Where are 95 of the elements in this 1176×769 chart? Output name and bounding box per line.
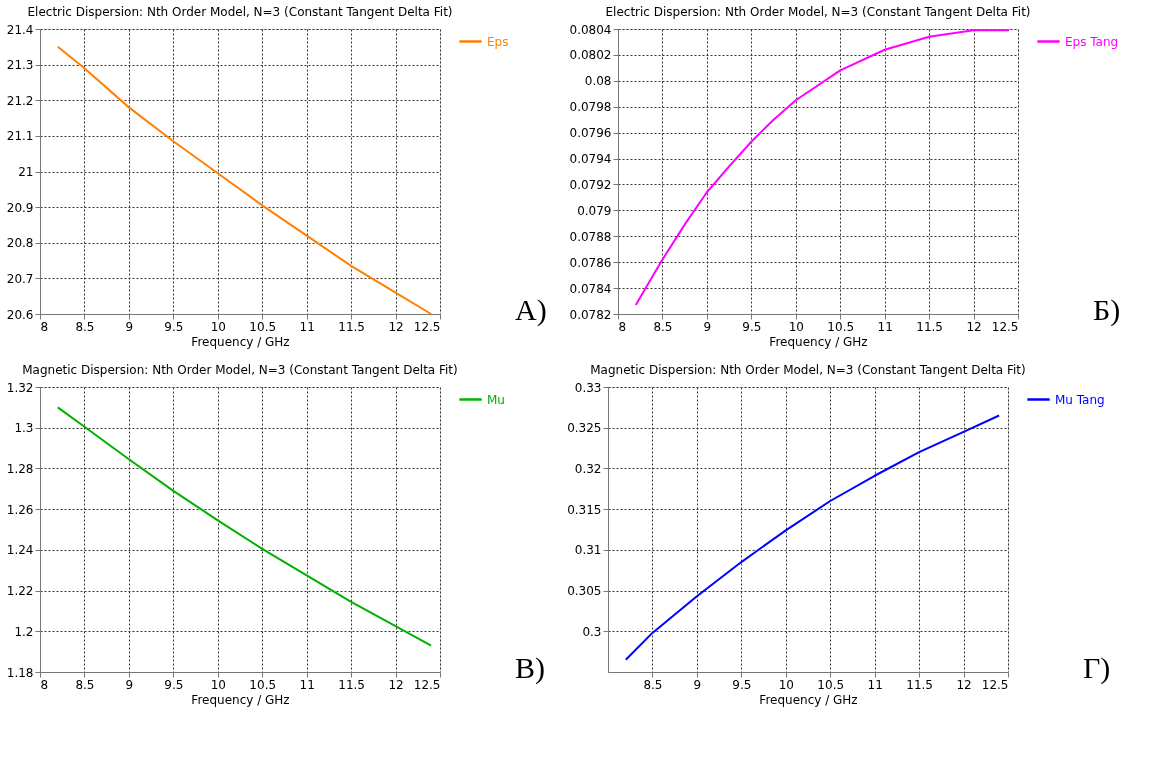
y-tick-label: 0.325 [567,421,602,436]
x-tick-label: 11.5 [916,319,943,334]
y-tick-label: 0.305 [567,584,602,599]
x-tick-label: 12 [956,677,972,692]
x-tick-label: 10 [210,319,226,334]
x-tick-label: 12 [388,677,404,692]
x-tick-label: 11.5 [338,319,365,334]
y-tick-label: 0.0782 [569,307,612,322]
x-tick-label: 11 [867,677,883,692]
y-tick-label: 0.08 [584,74,612,89]
x-axis-title: Frequency / GHz [759,692,858,707]
x-tick-label: 11.5 [338,677,365,692]
legend-label: Eps [487,34,509,49]
x-tick-label: 11 [299,319,315,334]
x-tick-label: 11.5 [906,677,933,692]
x-tick-label: 8.5 [75,319,95,334]
y-tick-label: 1.32 [6,380,34,395]
y-tick-label: 21.1 [6,129,34,144]
y-tick-label: 20.8 [6,236,34,251]
text: Б) [1093,293,1121,327]
x-tick-label: 12.5 [413,319,441,334]
y-tick-label: 0.0786 [569,255,612,270]
y-tick-label: 0.31 [574,543,602,558]
y-tick-label: 0.0796 [569,126,612,141]
x-tick-label: 9 [693,677,702,692]
y-tick-label: 0.0798 [569,100,612,115]
x-tick-label: 10.5 [249,319,277,334]
x-tick-label: 8 [40,677,49,692]
text: Г) [1083,651,1111,685]
y-tick-label: 20.7 [6,271,34,286]
x-tick-label: 8.5 [653,319,673,334]
legend-label: Mu Tang [1055,392,1105,407]
chart-title: Magnetic Dispersion: Nth Order Model, N=3 (Constant Tangent Delta Fit) [590,363,1026,377]
y-tick-label: 0.33 [574,380,602,395]
text: А) [515,293,547,327]
x-tick-label: 8.5 [643,677,663,692]
x-tick-label: 9 [125,319,134,334]
y-tick-label: 21.3 [6,58,34,73]
x-tick-label: 10 [788,319,804,334]
y-tick-label: 1.18 [6,665,34,680]
x-tick-label: 9 [125,677,134,692]
y-tick-label: 0.0802 [569,48,612,63]
legend-label: Mu [487,392,505,407]
line-series [634,29,1011,306]
x-axis-title: Frequency / GHz [769,334,868,349]
x-tick-label: 8 [618,319,627,334]
legend-label: Eps Tang [1065,34,1119,49]
x-tick-label: 10.5 [249,677,277,692]
x-tick-label: 10.5 [817,677,845,692]
x-tick-label: 9.5 [164,319,184,334]
y-tick-label: 0.0788 [569,229,612,244]
y-tick-label: 1.22 [6,584,34,599]
line-series [624,414,1001,661]
x-tick-label: 8.5 [75,677,95,692]
chart-title: Electric Dispersion: Nth Order Model, N=3 (Constant Tangent Delta Fit) [605,5,1031,19]
y-tick-label: 0.315 [567,502,602,517]
line-series [56,45,433,315]
y-tick-label: 20.6 [6,307,34,322]
y-tick-label: 0.32 [574,461,602,476]
chart-title: Electric Dispersion: Nth Order Model, N=3 (Constant Tangent Delta Fit) [27,5,453,19]
x-axis-title: Frequency / GHz [191,692,290,707]
x-tick-label: 12.5 [991,319,1019,334]
y-tick-label: 0.0792 [569,177,612,192]
x-tick-label: 12 [388,319,404,334]
x-tick-label: 11 [877,319,893,334]
x-axis-title: Frequency / GHz [191,334,290,349]
y-tick-label: 0.0784 [569,281,612,296]
x-tick-label: 12.5 [981,677,1009,692]
y-tick-label: 0.3 [582,624,602,639]
y-tick-label: 1.24 [6,543,34,558]
x-tick-label: 12.5 [413,677,441,692]
y-tick-label: 1.28 [6,461,34,476]
y-tick-label: 1.2 [14,624,34,639]
x-tick-label: 10 [210,677,226,692]
x-tick-label: 9.5 [164,677,184,692]
x-tick-label: 10.5 [827,319,855,334]
x-tick-label: 9.5 [732,677,752,692]
x-tick-label: 9 [703,319,712,334]
x-tick-label: 11 [299,677,315,692]
x-tick-label: 8 [40,319,49,334]
x-tick-label: 12 [966,319,982,334]
y-tick-label: 21.4 [6,22,34,37]
y-tick-label: 20.9 [6,200,34,215]
y-tick-label: 0.0794 [569,152,612,167]
y-tick-label: 21.2 [6,93,34,108]
x-tick-label: 10 [778,677,794,692]
x-tick-label: 9.5 [742,319,762,334]
y-tick-label: 21 [18,165,34,179]
line-series [56,406,433,647]
chart-title: Magnetic Dispersion: Nth Order Model, N=3 (Constant Tangent Delta Fit) [22,363,458,377]
y-tick-label: 0.079 [577,203,612,218]
y-tick-label: 1.26 [6,502,34,517]
y-tick-label: 1.3 [14,421,34,436]
text: В) [515,651,545,685]
y-tick-label: 0.0804 [569,22,612,37]
